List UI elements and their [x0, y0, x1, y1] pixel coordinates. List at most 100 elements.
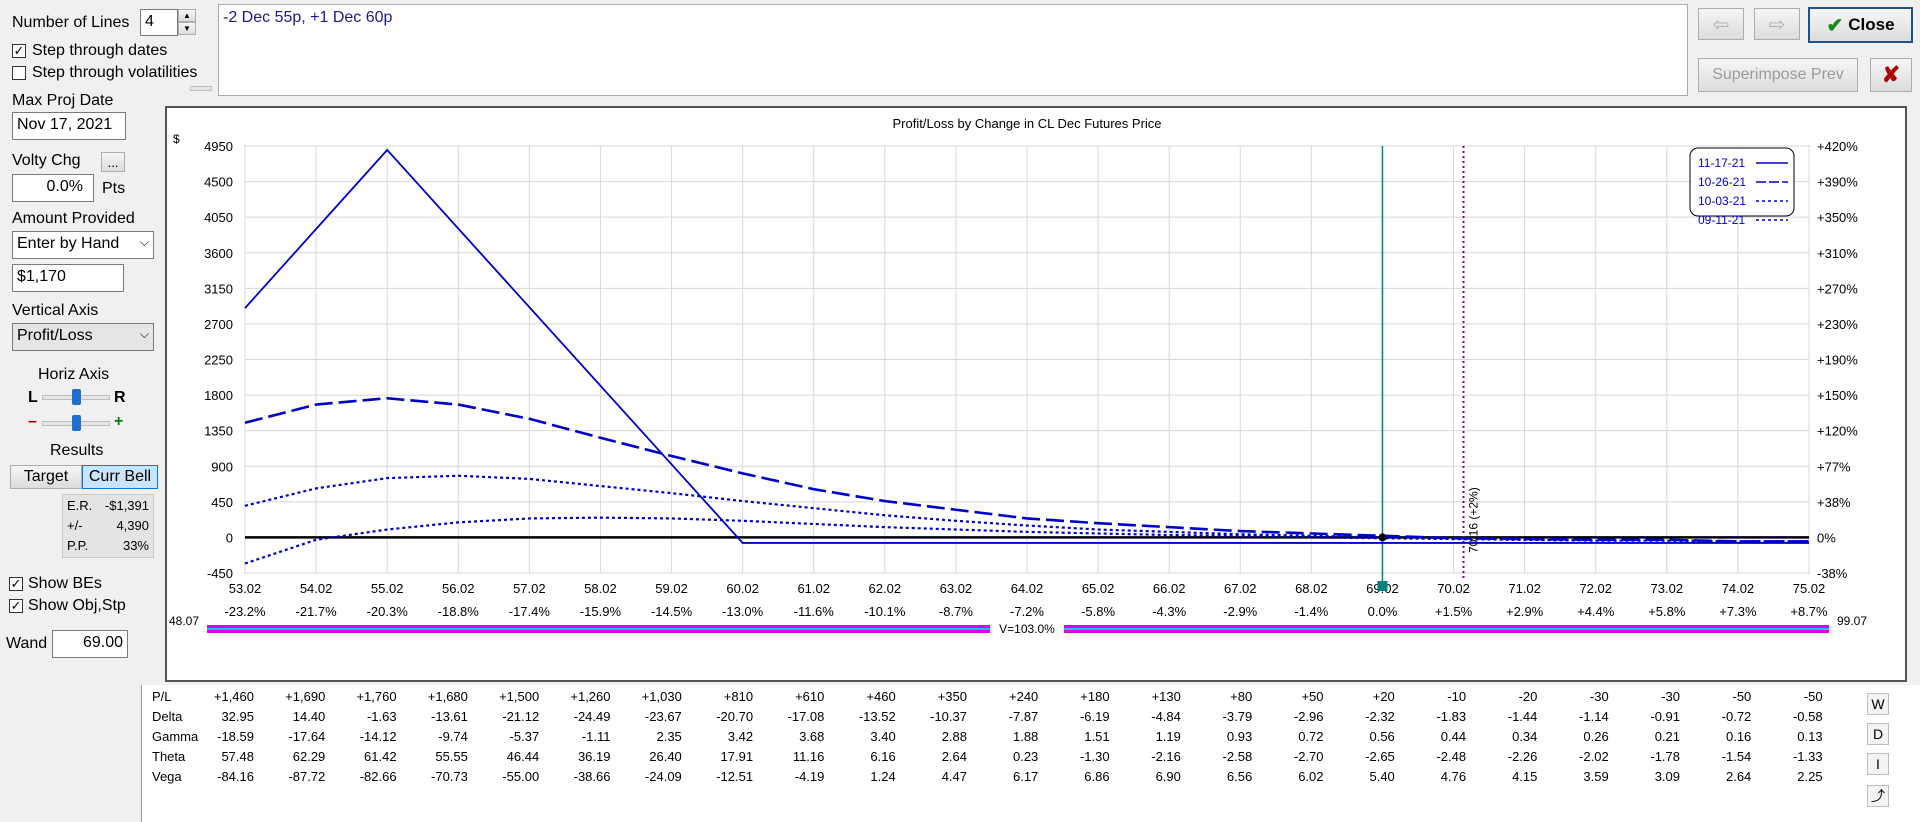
- greeks-cell: -2.32: [1365, 709, 1395, 724]
- greeks-cell: -70.73: [431, 769, 468, 784]
- greeks-cell: -1.11: [581, 729, 611, 744]
- y-right-tick-label: -38%: [1817, 566, 1848, 581]
- greeks-cell: 55.55: [435, 749, 468, 764]
- greeks-cell: 14.40: [292, 709, 326, 724]
- greeks-cell: -1.54: [1721, 749, 1752, 764]
- greeks-cell: 0.21: [1654, 729, 1680, 744]
- greeks-cell: 4.15: [1512, 769, 1538, 784]
- num-lines-label: Number of Lines: [12, 14, 130, 31]
- greeks-row-label: P/L: [152, 689, 172, 704]
- num-lines-up-button[interactable]: ▲: [178, 9, 196, 22]
- y-right-tick-label: +230%: [1817, 317, 1858, 332]
- x-pct-tick-label: -13.0%: [722, 604, 764, 619]
- greeks-cell: -14.12: [359, 729, 397, 744]
- volty-options-button[interactable]: ...: [101, 152, 125, 172]
- step-vols-label: Step through volatilities: [32, 64, 198, 81]
- x-tick-label: 61.02: [797, 581, 830, 596]
- next-arrow-button[interactable]: ⇨: [1754, 8, 1800, 40]
- curr-bell-button[interactable]: Curr Bell: [82, 465, 158, 489]
- x-tick-label: 66.02: [1153, 581, 1186, 596]
- horiz-right-label: R: [114, 389, 126, 406]
- table-side-button[interactable]: D: [1867, 723, 1889, 745]
- x-tick-label: 64.02: [1011, 581, 1044, 596]
- legend-entry: 10-03-21: [1698, 194, 1746, 208]
- x-icon: ✘: [1881, 62, 1901, 87]
- x-tick-label: 74.02: [1722, 581, 1755, 596]
- x-pct-tick-label: +7.3%: [1719, 604, 1757, 619]
- show-bes-label: Show BEs: [28, 575, 102, 592]
- step-dates-checkbox[interactable]: ✓: [12, 43, 26, 58]
- x-pct-tick-label: -23.2%: [224, 604, 266, 619]
- wand-input[interactable]: 69.00: [52, 630, 128, 658]
- greeks-cell: -10: [1447, 689, 1467, 704]
- table-side-button[interactable]: W: [1867, 693, 1889, 715]
- prev-arrow-button[interactable]: ⇦: [1698, 8, 1744, 40]
- volty-unit-label: Pts: [102, 180, 126, 197]
- y-tick-label: 3150: [204, 281, 233, 296]
- max-proj-date-input[interactable]: Nov 17, 2021: [12, 112, 126, 140]
- vertical-axis-select[interactable]: Profit/Loss ⌵: [12, 323, 154, 351]
- greeks-cell: 2.88: [941, 729, 967, 744]
- x-tick-label: 65.02: [1082, 581, 1115, 596]
- superimpose-prev-button[interactable]: Superimpose Prev: [1698, 58, 1858, 92]
- x-pct-tick-label: -7.2%: [1010, 604, 1044, 619]
- y-tick-label: 900: [211, 459, 233, 474]
- step-vols-checkbox[interactable]: [12, 66, 26, 80]
- x-tick-label: 71.02: [1508, 581, 1541, 596]
- greeks-cell: 2.25: [1797, 769, 1823, 784]
- greeks-cell: 0.26: [1583, 729, 1609, 744]
- greeks-cell: +240: [1009, 689, 1039, 704]
- show-obj-checkbox[interactable]: ✓: [9, 598, 23, 613]
- show-obj-label: Show Obj,Stp: [28, 597, 126, 614]
- greeks-cell: -0.58: [1792, 709, 1823, 724]
- greeks-cell: 0.13: [1797, 729, 1823, 744]
- num-lines-input[interactable]: 4: [140, 9, 178, 36]
- horiz-pan-thumb[interactable]: [72, 389, 81, 405]
- y-right-tick-label: +270%: [1817, 281, 1858, 296]
- x-pct-tick-label: -11.6%: [794, 604, 835, 619]
- x-pct-tick-label: 0.0%: [1368, 604, 1398, 619]
- num-lines-down-button[interactable]: ▼: [178, 22, 196, 35]
- y-tick-label: 4050: [204, 210, 233, 225]
- close-button[interactable]: ✔ Close: [1808, 7, 1913, 43]
- table-side-button[interactable]: I: [1867, 753, 1889, 775]
- greeks-cell: 2.64: [1725, 769, 1752, 784]
- series-line-09-11-21: [244, 516, 1809, 565]
- horiz-left-label: L: [28, 389, 38, 406]
- greeks-cell: 1.24: [870, 769, 896, 784]
- x-tick-label: 75.02: [1793, 581, 1826, 596]
- greeks-cell: +1,680: [427, 689, 468, 704]
- y-tick-label: 4950: [204, 139, 233, 154]
- horiz-axis-label: Horiz Axis: [38, 366, 110, 383]
- volty-chg-input[interactable]: 0.0%: [12, 174, 94, 202]
- x-pct-tick-label: -2.9%: [1223, 604, 1257, 619]
- x-tick-label: 56.02: [442, 581, 475, 596]
- delete-button[interactable]: ✘: [1870, 58, 1912, 92]
- position-notes-textarea[interactable]: -2 Dec 55p, +1 Dec 60p: [218, 4, 1688, 96]
- greeks-cell: 6.90: [1155, 769, 1181, 784]
- greeks-cell: 6.17: [1012, 769, 1039, 784]
- er-value: -$1,391: [104, 498, 149, 513]
- greeks-cell: -0.72: [1721, 709, 1752, 724]
- x-tick-label: 57.02: [513, 581, 546, 596]
- export-icon[interactable]: ⤴: [1867, 785, 1889, 807]
- y-right-tick-label: +150%: [1817, 388, 1858, 403]
- greeks-cell: +460: [866, 689, 896, 704]
- x-tick-label: 55.02: [371, 581, 404, 596]
- amount-input[interactable]: $1,170: [12, 264, 124, 292]
- amount-mode-select[interactable]: Enter by Hand ⌵: [12, 231, 154, 259]
- vol-label: V=103.0%: [999, 622, 1055, 636]
- greeks-cell: 3.42: [727, 729, 754, 744]
- greeks-cell: -87.72: [288, 769, 326, 784]
- x-tick-label: 58.02: [584, 581, 617, 596]
- greeks-cell: -30: [1661, 689, 1680, 704]
- horiz-zoom-thumb[interactable]: [72, 415, 81, 431]
- target-button[interactable]: Target: [10, 465, 82, 489]
- x-tick-label: 67.02: [1224, 581, 1257, 596]
- vertical-axis-label: Vertical Axis: [12, 302, 99, 319]
- greeks-cell: -9.74: [438, 729, 468, 744]
- greeks-cell: -24.09: [644, 769, 682, 784]
- legend-box: [1689, 147, 1795, 217]
- show-bes-checkbox[interactable]: ✓: [9, 576, 23, 591]
- notes-resize-slider[interactable]: [190, 86, 212, 91]
